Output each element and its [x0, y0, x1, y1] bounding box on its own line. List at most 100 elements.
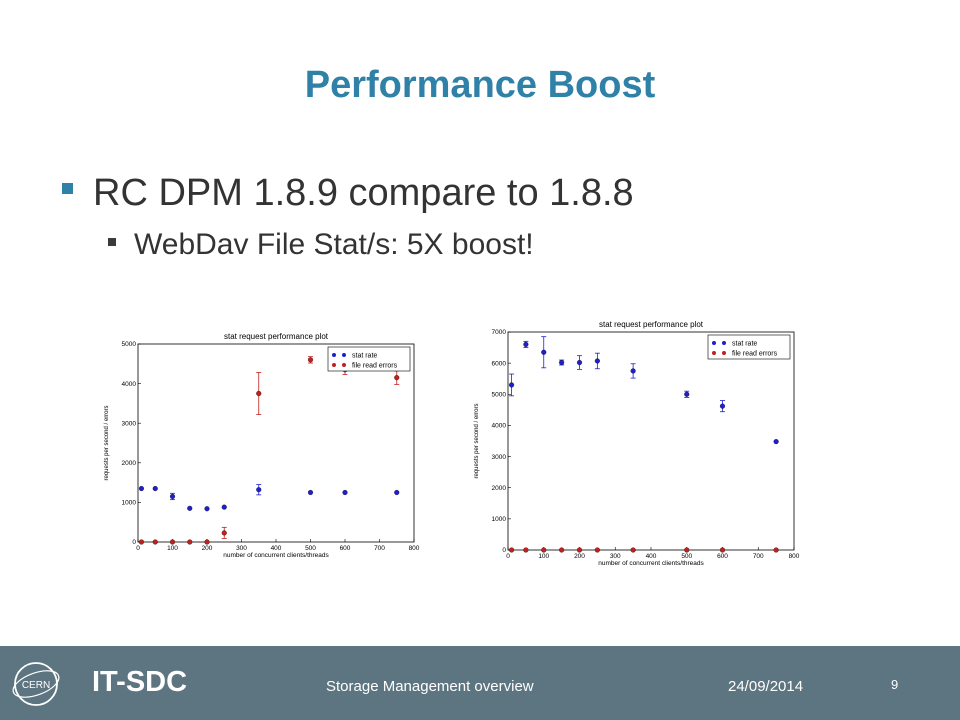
chart-title: stat request performance plot	[599, 320, 704, 329]
stat-rate-point	[509, 382, 515, 388]
file-read-errors-point	[523, 547, 529, 553]
y-tick-label: 5000	[122, 341, 137, 348]
x-tick-label: 200	[574, 553, 585, 560]
stat-rate-point	[559, 359, 565, 366]
chart-title: stat request performance plot	[224, 332, 329, 341]
x-tick-label: 300	[610, 553, 621, 560]
stat-rate-point	[256, 487, 262, 493]
legend-marker	[332, 353, 336, 357]
y-tick-label: 3000	[122, 420, 137, 427]
y-tick-label: 1000	[122, 500, 137, 507]
y-tick-label: 6000	[492, 360, 507, 367]
x-tick-label: 500	[681, 553, 692, 560]
legend-marker	[712, 351, 716, 355]
x-tick-label: 700	[374, 545, 385, 552]
stat-rate-point	[576, 359, 583, 366]
stat-rate-point	[152, 485, 158, 492]
x-tick-label: 300	[236, 545, 247, 552]
legend-box	[327, 346, 411, 372]
stat-rate-point	[541, 349, 547, 355]
file-read-errors-point	[394, 375, 400, 381]
legend-label: stat rate	[352, 352, 377, 359]
stat-rate-point	[187, 505, 193, 511]
square-bullet-icon	[108, 238, 116, 247]
cern-logo-text: CERN	[22, 680, 50, 691]
x-tick-label: 0	[506, 553, 510, 560]
plot-frame	[137, 343, 415, 543]
file-read-errors-point	[169, 539, 176, 545]
chart-left: stat request performance plot 0 100 200 300 4…	[104, 332, 420, 559]
y-tick-label: 2000	[122, 460, 137, 467]
stat-rate-point	[307, 489, 314, 496]
footer-date: 24/09/2014	[728, 678, 804, 695]
stat-rate-point	[630, 368, 636, 374]
x-tick-label: 700	[753, 553, 764, 560]
x-tick-label: 400	[271, 545, 282, 552]
y-tick-label: 0	[502, 547, 506, 554]
file-read-errors-point	[152, 539, 158, 545]
stat-rate-point	[594, 358, 600, 364]
x-tick-label: 500	[305, 545, 316, 552]
y-tick-label: 4000	[492, 423, 507, 430]
file-read-errors-point	[630, 547, 636, 553]
stat-rate-point	[523, 341, 529, 348]
x-tick-label: 800	[409, 545, 420, 552]
stat-rate-point	[719, 403, 726, 409]
cern-logo-icon: CERN	[12, 662, 60, 706]
legend-marker	[722, 351, 726, 355]
file-read-errors-point	[684, 547, 690, 553]
stat-rate-point	[138, 485, 144, 492]
x-tick-label: 600	[717, 553, 728, 560]
legend-marker	[712, 341, 716, 345]
legend-label: file read errors	[732, 350, 778, 357]
x-tick-label: 200	[202, 545, 213, 552]
stat-rate-point	[204, 506, 210, 512]
slide-title: Performance Boost	[304, 64, 656, 106]
x-axis-label: number of concurrent clients/threads	[223, 552, 329, 559]
y-tick-label: 2000	[492, 485, 507, 492]
legend-marker	[722, 341, 726, 345]
x-tick-label: 400	[646, 553, 657, 560]
file-read-errors-point	[541, 547, 547, 553]
stat-rate-point	[394, 489, 400, 496]
bullet-level-1: RC DPM 1.8.9 compare to 1.8.8	[62, 172, 634, 215]
x-tick-label: 100	[538, 553, 549, 560]
legend-label: file read errors	[352, 362, 398, 369]
file-read-errors-point	[307, 357, 314, 363]
y-tick-label: 5000	[492, 391, 507, 398]
file-read-errors-point	[138, 539, 144, 545]
chart-right: stat request performance plot 0 100 200 300 4…	[474, 320, 800, 566]
stat-rate-point	[342, 489, 348, 496]
bullet-level-2: WebDav File Stat/s: 5X boost!	[108, 228, 534, 262]
x-tick-label: 600	[340, 545, 351, 552]
file-read-errors-point	[719, 547, 726, 553]
x-tick-label: 100	[167, 545, 178, 552]
footer-subject: Storage Management overview	[326, 678, 534, 695]
y-axis-label: requests per second / errors	[474, 403, 480, 478]
legend-label: stat rate	[732, 340, 757, 347]
y-tick-label: 1000	[492, 516, 507, 523]
legend-marker	[332, 363, 336, 367]
file-read-errors-point	[559, 547, 565, 553]
plot-frame	[507, 331, 795, 551]
legend-marker	[342, 353, 346, 357]
y-tick-label: 4000	[122, 381, 137, 388]
x-tick-label: 0	[136, 545, 140, 552]
stat-rate-point	[221, 504, 227, 510]
y-tick-label: 3000	[492, 454, 507, 461]
stat-rate-point	[773, 439, 779, 445]
file-read-errors-point	[204, 539, 210, 545]
y-tick-label: 7000	[492, 329, 507, 336]
file-read-errors-point	[773, 547, 779, 553]
bullet-level-2-text: WebDav File Stat/s: 5X boost!	[134, 228, 534, 261]
x-tick-label: 800	[789, 553, 800, 560]
bullet-level-1-text: RC DPM 1.8.9 compare to 1.8.8	[93, 172, 634, 214]
stat-rate-point	[684, 391, 690, 397]
legend-box	[707, 334, 791, 360]
file-read-errors-point	[187, 539, 193, 545]
footer-bar: CERN IT-SDC Storage Management overview …	[0, 646, 960, 720]
file-read-errors-point	[594, 547, 600, 553]
x-axis-label: number of concurrent clients/threads	[598, 560, 704, 566]
legend-marker	[342, 363, 346, 367]
square-bullet-icon	[62, 183, 73, 195]
